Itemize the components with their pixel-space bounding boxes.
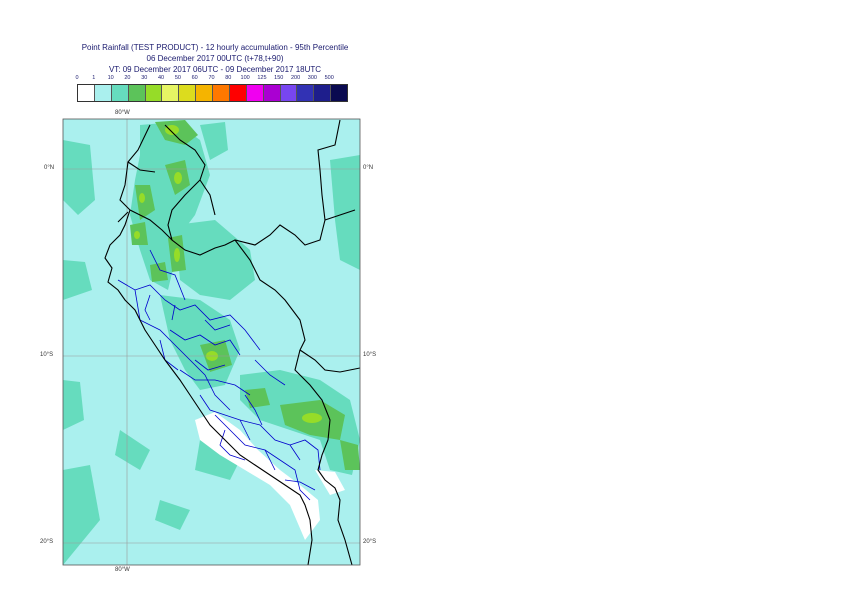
- title-line-1: Point Rainfall (TEST PRODUCT) - 12 hourl…: [81, 43, 349, 52]
- legend-swatch: [196, 85, 213, 101]
- legend-threshold-label: 200: [290, 75, 301, 81]
- legend-swatch: [297, 85, 315, 101]
- lat-label-10s-right: 10°S: [363, 352, 377, 358]
- legend-swatch: [246, 85, 264, 101]
- legend-threshold-label: 300: [307, 75, 317, 81]
- chart-title: Point Rainfall (TEST PRODUCT) - 12 hourl…: [40, 42, 390, 75]
- department-boundaries: [117, 249, 321, 501]
- legend-threshold-label: 60: [191, 75, 198, 81]
- legend-swatch: [145, 85, 163, 101]
- legend-swatch: [179, 85, 197, 101]
- graticule: [63, 119, 360, 565]
- legend-swatch: [78, 85, 95, 101]
- legend-threshold-label: 30: [141, 75, 148, 81]
- legend-threshold-label: 50: [174, 75, 181, 81]
- legend-threshold-label: 40: [158, 75, 165, 81]
- legend-threshold-labels: 0 1 10 20 30 40 50 60 70 80 100 125 150 200 300 500: [70, 75, 360, 85]
- legend-swatch: [162, 85, 180, 101]
- title-line-2: 06 December 2017 00UTC (t+78,t+90): [146, 54, 284, 63]
- legend-threshold-label: 100: [240, 75, 250, 81]
- legend-swatch: [314, 85, 332, 101]
- legend-threshold-label: 0: [75, 75, 79, 81]
- legend-threshold-label: 125: [257, 75, 267, 81]
- rainfall-30-40mm-areas: [134, 125, 322, 423]
- legend-threshold-label: 500: [324, 75, 334, 81]
- country-borders-coastline: [104, 119, 360, 565]
- legend-threshold-label: 20: [124, 75, 131, 81]
- map-frame: [62, 118, 361, 566]
- legend-threshold-label: 10: [107, 75, 114, 81]
- legend-swatch: [128, 85, 146, 101]
- title-line-3: VT: 09 December 2017 06UTC - 09 December…: [108, 65, 322, 74]
- lat-label-0-right: 0°N: [363, 165, 374, 171]
- legend-swatch: [229, 85, 247, 101]
- legend-threshold-label: 70: [208, 75, 215, 81]
- lon-label-bottom: 80°W: [115, 567, 130, 573]
- lat-label-20s-right: 20°S: [363, 539, 377, 545]
- lat-label-0-left: 0°N: [44, 165, 55, 171]
- legend-swatch: [111, 85, 129, 101]
- legend-swatch: [331, 85, 347, 101]
- legend-threshold-label: 1: [92, 75, 96, 81]
- legend-threshold-label: 80: [225, 75, 232, 81]
- legend-threshold-label: 150: [274, 75, 284, 81]
- lon-label-top: 80°W: [115, 110, 130, 116]
- lat-label-20s-left: 20°S: [40, 539, 54, 545]
- color-legend: [77, 84, 348, 102]
- lat-label-10s-left: 10°S: [40, 352, 54, 358]
- legend-swatch: [94, 85, 112, 101]
- legend-swatch: [280, 85, 298, 101]
- legend-swatch: [263, 85, 281, 101]
- legend-swatch: [213, 85, 230, 101]
